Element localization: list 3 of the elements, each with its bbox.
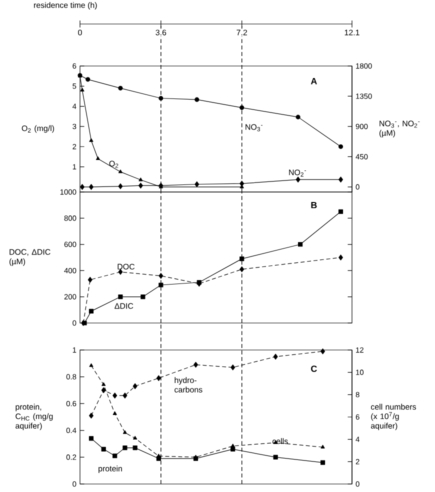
annotation: A xyxy=(310,78,317,84)
annotation: B xyxy=(311,202,317,208)
annotation: C xyxy=(311,366,317,372)
